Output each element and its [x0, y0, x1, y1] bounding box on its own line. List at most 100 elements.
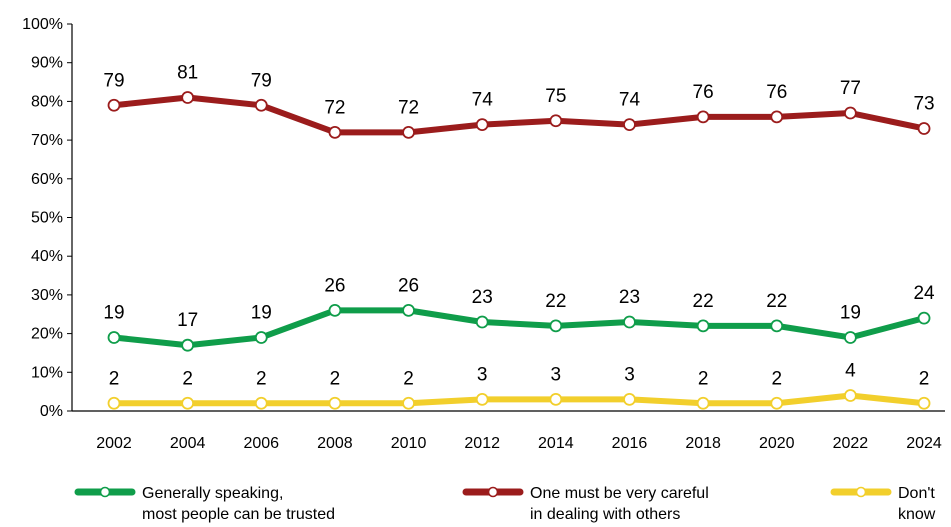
series-line-careful	[111, 94, 928, 136]
data-point-trusted	[917, 311, 931, 325]
legend-label-careful: in dealing with others	[530, 506, 680, 523]
data-label-careful: 74	[472, 90, 494, 111]
y-tick-label: 30%	[31, 287, 63, 304]
data-label-careful: 77	[840, 78, 861, 99]
data-label-trusted: 22	[545, 291, 566, 312]
y-axis: 0% 10% 20% 30% 40% 50% 60% 70% 80% 90% 100%	[22, 16, 73, 420]
x-tick-label: 2010	[391, 435, 427, 452]
data-point-trusted	[328, 303, 342, 317]
data-label-careful: 76	[693, 82, 714, 103]
data-point-trusted	[623, 315, 636, 329]
x-tick-label: 2020	[759, 435, 795, 452]
y-tick-label: 80%	[31, 93, 63, 110]
data-point-dontknow	[844, 389, 857, 402]
legend-marker-trusted	[99, 486, 111, 498]
data-point-dontknow	[549, 392, 563, 406]
data-label-trusted: 19	[251, 302, 272, 323]
data-point-careful	[696, 110, 710, 124]
data-point-careful	[917, 122, 931, 135]
data-label-careful: 75	[545, 86, 566, 107]
data-label-careful: 72	[398, 97, 419, 118]
legend-label-careful: One must be very careful	[530, 485, 709, 502]
data-point-dontknow	[402, 396, 415, 410]
data-label-dontknow: 2	[919, 368, 930, 389]
data-point-dontknow	[254, 396, 268, 410]
x-tick-label: 2012	[464, 435, 500, 452]
data-label-careful: 72	[324, 97, 345, 118]
data-label-dontknow: 2	[182, 368, 193, 389]
data-label-trusted: 26	[398, 275, 419, 296]
legend-label-dontknow: Don't	[898, 485, 935, 502]
x-axis: 2002 2004 2006 2008 2010 2012 2014 2016 2018 2020…	[72, 410, 945, 452]
data-label-trusted: 19	[840, 302, 861, 323]
data-label-trusted: 23	[472, 287, 493, 308]
y-tick-label: 50%	[31, 210, 63, 227]
data-label-careful: 79	[251, 70, 272, 91]
data-point-dontknow	[770, 396, 784, 410]
data-point-careful	[328, 125, 342, 139]
data-label-dontknow: 2	[256, 368, 267, 389]
y-tick-label: 0%	[40, 403, 63, 420]
legend-item-dontknow: Don't know	[830, 485, 936, 523]
data-point-careful	[402, 125, 415, 139]
data-label-dontknow: 2	[330, 368, 341, 389]
data-label-careful: 81	[177, 63, 198, 84]
legend-label-trusted: Generally speaking,	[142, 485, 283, 502]
data-label-careful: 74	[619, 90, 641, 111]
data-point-careful	[844, 106, 857, 120]
data-point-dontknow	[328, 396, 342, 410]
data-label-dontknow: 2	[698, 368, 709, 389]
data-point-careful	[770, 110, 784, 124]
data-label-trusted: 19	[103, 302, 124, 323]
x-tick-label: 2002	[96, 435, 132, 452]
series-line-trusted	[111, 307, 928, 349]
legend: Generally speaking, most people can be tr…	[74, 485, 936, 523]
data-label-trusted: 23	[619, 287, 640, 308]
data-point-dontknow	[623, 392, 636, 406]
data-label-careful: 76	[766, 82, 787, 103]
data-point-dontknow	[475, 392, 489, 406]
legend-marker-dontknow	[855, 486, 867, 498]
data-point-careful	[181, 91, 195, 104]
y-tick-label: 100%	[22, 16, 63, 33]
series-dontknow: 2 2 2 2 2 3 3 3 2 2 4 2	[107, 361, 931, 410]
legend-label-trusted: most people can be trusted	[142, 506, 335, 523]
data-point-dontknow	[917, 396, 931, 410]
y-tick-label: 40%	[31, 248, 63, 265]
x-tick-label: 2022	[833, 435, 869, 452]
data-label-trusted: 17	[177, 310, 198, 331]
data-point-trusted	[254, 331, 268, 344]
y-tick-label: 90%	[31, 55, 63, 72]
x-tick-label: 2016	[612, 435, 648, 452]
y-tick-label: 20%	[31, 326, 63, 343]
data-point-careful	[254, 98, 268, 112]
legend-item-trusted: Generally speaking, most people can be tr…	[74, 485, 335, 523]
data-point-careful	[107, 98, 121, 112]
data-point-careful	[475, 118, 489, 132]
data-label-trusted: 22	[766, 291, 787, 312]
data-point-trusted	[107, 331, 121, 344]
data-label-careful: 73	[913, 93, 934, 114]
data-label-careful: 79	[103, 70, 124, 91]
data-label-trusted: 22	[693, 291, 714, 312]
data-point-trusted	[549, 319, 563, 333]
y-tick-label: 10%	[31, 364, 63, 381]
data-point-trusted	[696, 319, 710, 333]
x-tick-label: 2006	[243, 435, 279, 452]
data-label-dontknow: 2	[771, 368, 782, 389]
data-point-trusted	[770, 319, 784, 333]
data-point-careful	[623, 118, 636, 132]
data-label-trusted: 24	[913, 283, 935, 304]
x-tick-label: 2024	[906, 435, 942, 452]
data-point-careful	[549, 114, 563, 128]
series-line-dontknow	[111, 392, 928, 407]
data-point-trusted	[402, 303, 415, 317]
x-tick-label: 2004	[170, 435, 206, 452]
y-tick-label: 60%	[31, 171, 63, 188]
data-label-dontknow: 3	[624, 364, 635, 385]
legend-marker-careful	[487, 486, 499, 498]
legend-label-dontknow: know	[898, 506, 936, 523]
legend-item-careful: One must be very careful in dealing with …	[462, 485, 709, 523]
